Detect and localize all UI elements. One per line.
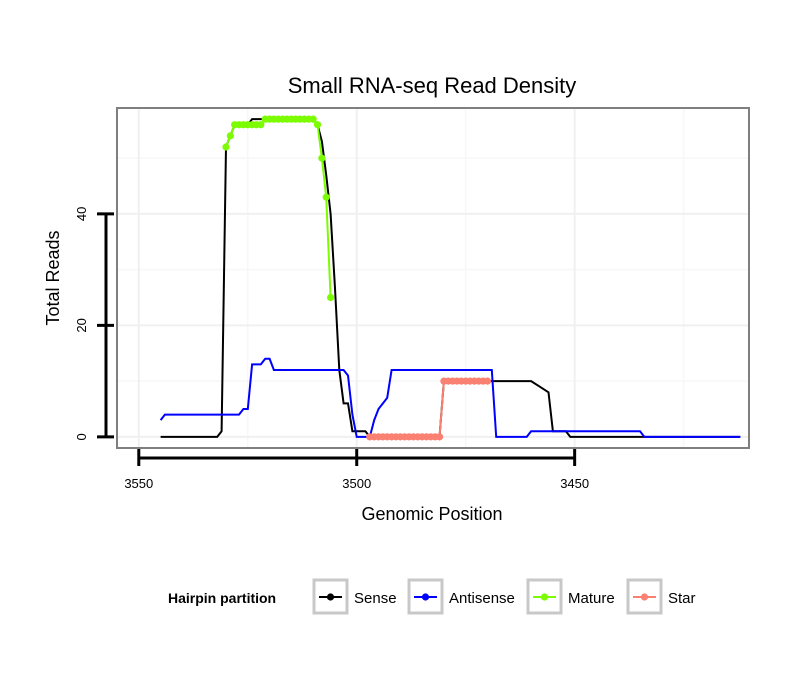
chart-title: Small RNA-seq Read Density [288, 73, 577, 98]
legend-label: Antisense [449, 590, 515, 607]
mature-point [318, 154, 326, 162]
y-tick-label: 0 [74, 433, 89, 440]
y-tick-label: 20 [74, 318, 89, 332]
series-antisense [159, 357, 741, 438]
mature-point [257, 121, 265, 129]
mature-point [226, 132, 234, 140]
x-tick-label: 3550 [124, 476, 153, 491]
legend-key-point [640, 593, 649, 601]
y-axis: 0 20 40 [74, 207, 114, 440]
mature-point [322, 193, 330, 201]
legend-key-point [540, 593, 549, 601]
mature-point [309, 115, 317, 123]
antisense-line [159, 357, 741, 438]
legend-key-point [421, 593, 430, 601]
x-tick-label: 3450 [560, 476, 589, 491]
legend-key-point [326, 593, 335, 601]
x-axis: 3550 3500 3450 [124, 449, 589, 491]
x-tick-label: 3500 [342, 476, 371, 491]
mature-point [326, 293, 335, 302]
legend-item-antisense: Antisense [407, 578, 515, 615]
legend-item-mature: Mature [526, 578, 615, 615]
legend-label: Star [668, 590, 696, 607]
plot-panel [117, 108, 749, 448]
star-point [483, 377, 492, 385]
y-axis-title: Total Reads [43, 230, 63, 325]
legend-label: Mature [568, 590, 615, 607]
mature-point [313, 121, 322, 129]
series-layer [159, 115, 741, 441]
legend: Hairpin partition Sense Antisense Mature St… [168, 578, 696, 615]
legend-label: Sense [354, 590, 397, 607]
series-mature [222, 115, 335, 302]
series-star [366, 377, 492, 441]
mature-point [222, 143, 230, 151]
y-tick-label: 40 [74, 207, 89, 221]
legend-item-star: Star [626, 578, 696, 615]
x-axis-title: Genomic Position [361, 504, 502, 524]
legend-item-sense: Sense [312, 578, 397, 615]
plot-border [116, 107, 750, 449]
legend-title: Hairpin partition [168, 590, 276, 606]
star-point [435, 433, 444, 441]
